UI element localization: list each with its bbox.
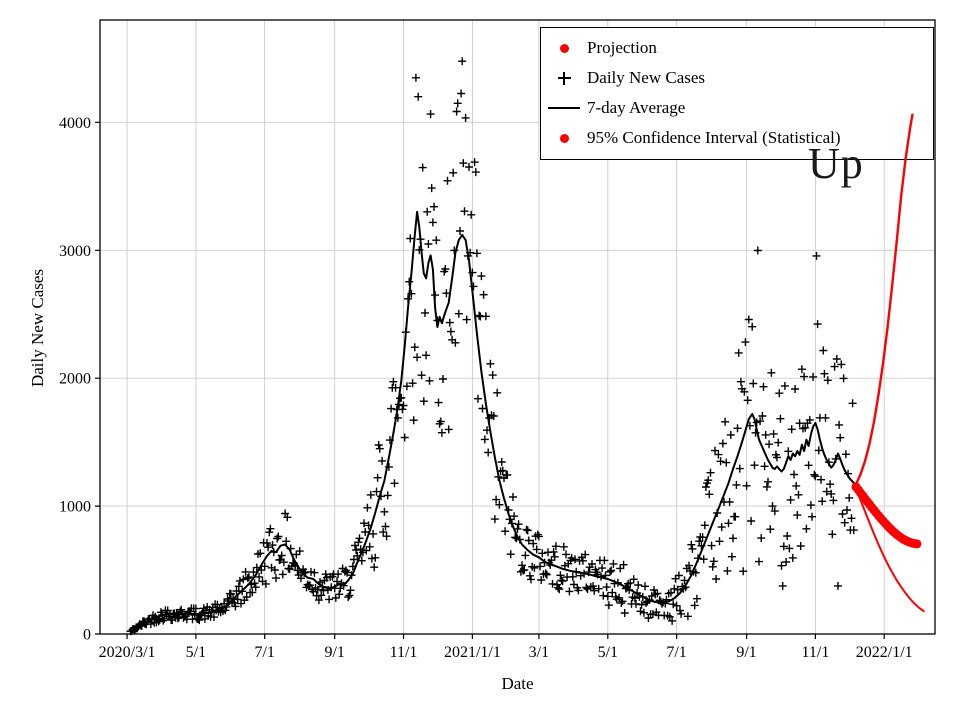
y-tick-label: 1000 [59, 499, 91, 516]
y-tick-label: 0 [83, 627, 91, 644]
legend-plus-marker-icon [541, 71, 587, 85]
clipped-annotation-text: Up [808, 139, 864, 188]
x-tick-label: 2020/3/1 [99, 644, 156, 661]
x-tick-label: 2022/1/1 [856, 644, 913, 661]
y-tick-label: 2000 [59, 371, 91, 388]
legend-item: Projection [541, 33, 933, 63]
x-tick-label: 11/1 [390, 644, 418, 661]
legend-item: 7-day Average [541, 93, 933, 123]
legend-label: 7-day Average [587, 98, 686, 117]
legend-label: Daily New Cases [587, 68, 706, 87]
x-tick-label: 5/1 [598, 644, 618, 661]
plot-spines [99, 19, 936, 635]
legend-item: Daily New Cases [541, 63, 933, 93]
x-tick-label: 11/1 [801, 644, 829, 661]
legend-label: Projection [587, 38, 657, 57]
x-tick-label: 7/1 [666, 644, 686, 661]
seven-day-average-line [130, 210, 857, 633]
y-tick-label: 3000 [59, 243, 91, 260]
x-tick-label: 3/1 [529, 644, 549, 661]
y-tick-label: 4000 [59, 115, 91, 132]
legend: Projection Daily New Cases 7-day Average 95… [540, 27, 934, 160]
legend-dot-marker-icon [541, 43, 587, 53]
tick-marks [95, 121, 885, 639]
legend-dot-marker-icon [541, 133, 587, 143]
y-axis-label: Daily New Cases [28, 268, 47, 388]
legend-label: 95% Confidence Interval (Statistical) [587, 128, 841, 147]
x-axis-label: Date [501, 674, 534, 693]
x-tick-label: 9/1 [324, 644, 344, 661]
x-tick-label: 7/1 [254, 644, 274, 661]
legend-line-marker-icon [541, 107, 587, 109]
legend-item: 95% Confidence Interval (Statistical) [541, 123, 933, 153]
x-tick-label: 5/1 [186, 644, 206, 661]
x-tick-label: 2021/1/1 [444, 644, 501, 661]
x-tick-label: 9/1 [736, 644, 756, 661]
